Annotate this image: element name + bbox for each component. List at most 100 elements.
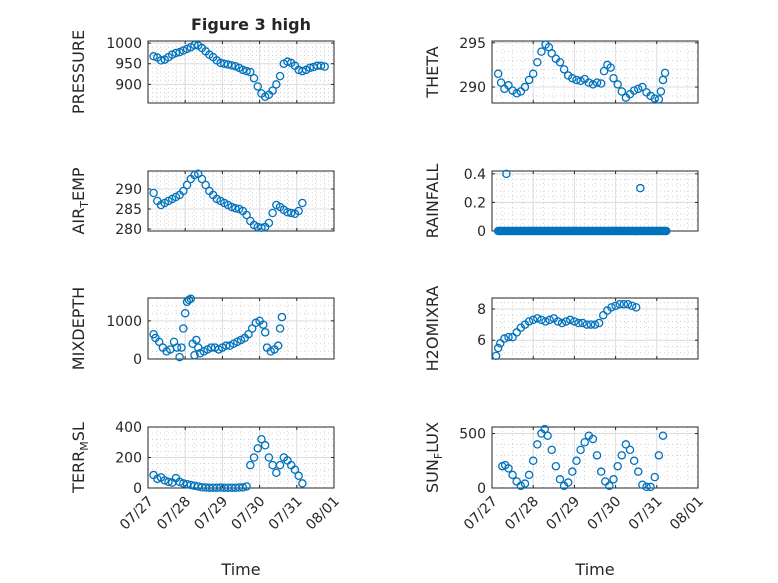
subplot-sun-flux: 0 500 SUNFLUX 07/27 07/28 07/29 07/30 07/31 08/0…: [423, 422, 707, 579]
y-tick-label: 400: [115, 420, 142, 436]
data-point: [658, 431, 668, 440]
data-point: [524, 470, 534, 480]
subplot-terr-msl: 0 200 400 TERRMSL 07/2707/2807/2907/3007/310…: [69, 420, 343, 579]
data-point: [493, 69, 503, 79]
data-point: [177, 343, 186, 352]
data-point: [563, 478, 573, 487]
data-point: [533, 314, 542, 323]
data-point: [242, 482, 251, 491]
y-tick-label: 1000: [106, 36, 142, 52]
data-point: [164, 477, 173, 487]
data-point: [298, 66, 307, 76]
axes-box: [147, 40, 335, 104]
data-point: [268, 208, 277, 218]
data-point: [253, 82, 262, 91]
subplot-theta: 290 295 THETA: [423, 36, 699, 104]
data-point: [249, 453, 259, 462]
axes-box: [491, 297, 699, 360]
data-point: [504, 81, 513, 90]
data-point: [180, 308, 190, 318]
data-point: [524, 317, 534, 326]
data-point: [193, 343, 203, 352]
data-point: [625, 445, 635, 455]
data-point: [524, 75, 534, 85]
subplot-h2omixra: 6 8 H2OMIXRA: [423, 286, 699, 371]
data-point: [623, 300, 633, 309]
data-point: [576, 445, 585, 455]
data-point: [242, 210, 251, 220]
axes-box: [147, 297, 335, 360]
data-point: [171, 48, 181, 58]
data-point: [586, 320, 596, 329]
y-tick-label: 6: [477, 333, 486, 349]
data-point: [197, 174, 207, 184]
data-point: [246, 67, 255, 77]
data-point: [508, 332, 517, 342]
y-axis-label: AIRTEMP: [69, 167, 91, 234]
axes-box: [491, 426, 699, 489]
data-point: [596, 467, 606, 476]
data-point: [613, 80, 622, 89]
y-tick-label: 200: [115, 451, 142, 467]
data-point: [493, 343, 503, 353]
data-point: [634, 467, 643, 476]
y-axis-label: MIXDEPTH: [69, 287, 88, 370]
y-tick-label: 295: [459, 36, 486, 52]
data-point: [580, 437, 589, 447]
data-point: [154, 337, 164, 347]
data-point: [588, 80, 598, 89]
axes-box: [147, 170, 335, 232]
data-point: [320, 62, 329, 71]
data-point: [242, 66, 251, 76]
data-point: [298, 198, 307, 208]
y-tick-label: 0: [477, 481, 486, 497]
data-point: [249, 73, 259, 83]
data-point: [537, 315, 546, 325]
data-point: [149, 188, 158, 198]
data-point: [609, 73, 618, 83]
y-tick-label: 0: [477, 224, 486, 240]
data-point: [619, 300, 629, 309]
y-tick-label: 0: [133, 481, 142, 497]
data-point: [555, 58, 565, 67]
data-point: [566, 315, 575, 325]
data-point: [658, 75, 668, 85]
data-point: [553, 317, 563, 326]
subplot-rainfall: 0 0.2 0.4 RAINFALL: [423, 164, 699, 240]
x-axis-label: Time: [574, 560, 614, 579]
data-point: [275, 324, 285, 333]
data-point: [646, 482, 655, 492]
data-point: [662, 226, 671, 236]
data-point: [275, 460, 285, 470]
data-point: [160, 476, 169, 485]
data-point: [568, 73, 577, 83]
data-point: [184, 295, 194, 305]
y-tick-label: 280: [115, 222, 142, 238]
data-point: [290, 465, 300, 474]
data-point: [528, 456, 538, 466]
data-point: [609, 475, 618, 484]
data-point: [627, 301, 637, 311]
data-point: [179, 324, 188, 333]
x-tick-label: 08/01: [667, 494, 707, 534]
x-tick-label: 07/31: [266, 494, 306, 534]
data-point: [572, 456, 581, 466]
data-point: [590, 320, 600, 329]
data-point: [650, 94, 659, 103]
subplot-air-temp: 280 285 290 AIRTEMP: [69, 167, 335, 238]
subplot-mixdepth: 0 1000 MIXDEPTH: [69, 287, 335, 370]
data-point: [598, 310, 608, 320]
data-point: [654, 451, 664, 460]
data-point: [545, 315, 554, 325]
data-point: [268, 460, 277, 470]
x-tick-label: 07/31: [626, 494, 666, 534]
data-point: [192, 335, 201, 345]
data-point: [179, 186, 188, 196]
x-tick-label: 07/30: [585, 494, 625, 534]
data-point: [512, 328, 521, 337]
y-axis-label: THETA: [423, 46, 442, 98]
data-point: [617, 87, 627, 96]
y-tick-label: 8: [477, 302, 486, 318]
x-tick-label: 08/01: [303, 494, 343, 534]
data-point: [638, 480, 647, 489]
